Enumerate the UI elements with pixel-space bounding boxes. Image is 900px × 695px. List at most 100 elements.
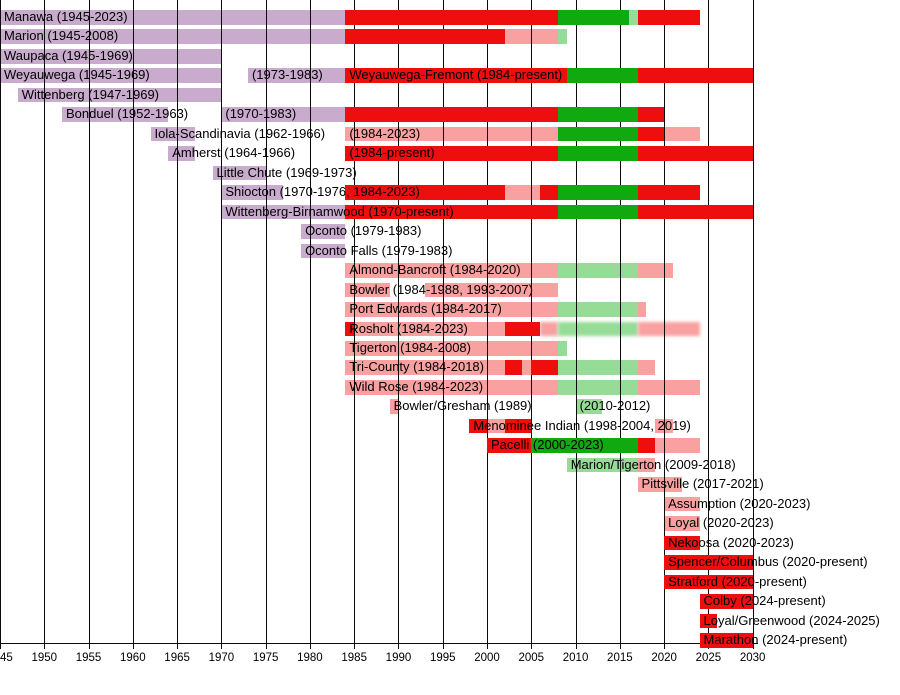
timeline-row-label: Waupaca (1945-1969)	[4, 47, 133, 63]
bar-segment-pink	[354, 321, 505, 337]
bar-segment-lightgreen	[557, 379, 638, 395]
bar-segment-green	[557, 126, 638, 142]
bar-segment-red	[531, 360, 558, 376]
bar-segment-pink	[664, 126, 700, 142]
bar-segment-pink	[389, 399, 399, 414]
bar-segment-green	[557, 10, 629, 25]
bar-segment-lightgreen	[557, 340, 567, 356]
grid-line	[664, 0, 666, 643]
timeline-row-label: Colby (2024-present)	[703, 593, 826, 609]
bar-segment-lightgreen	[575, 399, 603, 414]
tick-label: 2025	[695, 652, 722, 664]
x-axis-line	[0, 643, 758, 644]
bar-segment-lightgreen	[566, 457, 638, 473]
bar-segment-lightgreen	[628, 10, 638, 25]
bar-segment-pink	[664, 496, 700, 512]
bar-segment-purple	[221, 204, 346, 220]
bar-segment-pink	[664, 516, 700, 531]
grid-line	[531, 0, 533, 643]
bar-segment-purple	[221, 107, 346, 122]
timeline-row-label: Oconto Falls (1979-1983)	[305, 242, 453, 258]
timeline-row-label: Loyal/Greenwood (2024-2025)	[703, 612, 880, 628]
axis-tick	[177, 643, 179, 649]
bar-segment-red	[345, 146, 558, 161]
timeline-row-label: Assumption (2020-2023)	[668, 495, 811, 511]
bar-segment-red	[345, 29, 505, 45]
timeline-row-label: Amherst (1964-1966)	[172, 145, 296, 161]
tick-label: 1945	[0, 652, 13, 664]
bar-segment-purple	[17, 87, 222, 103]
bar-segment-pink	[637, 457, 656, 473]
timeline-row-label: Little Chute (1969-1973)	[216, 164, 357, 180]
timeline-row-label: Marathon (2024-present)	[703, 632, 848, 648]
bar-segment-purple	[0, 48, 222, 64]
axis-tick	[265, 643, 267, 649]
bar-segment-pink	[637, 379, 700, 395]
bar-segment-red	[504, 360, 523, 376]
timeline-row-label: Iola-Scandinavia (1962-1966)	[154, 125, 326, 141]
timeline-row-label: (1973-1983)	[251, 67, 323, 83]
bar-segment-red	[699, 613, 718, 629]
timeline-row-label: (1984-present)	[349, 145, 435, 161]
bar-segment-green	[557, 204, 638, 220]
bar-segment-purple	[301, 224, 346, 239]
timeline-row-label: Wittenberg-Birnamwood (1970-present)	[225, 203, 454, 219]
bar-segment-purple	[168, 146, 195, 161]
tick-label: 1955	[75, 652, 102, 664]
tick-label: 1985	[341, 652, 367, 664]
bar-segment-green	[566, 68, 638, 83]
axis-tick	[442, 643, 444, 649]
axis-tick	[132, 643, 134, 649]
bar-segment-lightgreen	[557, 302, 638, 317]
tick-label: 1970	[208, 652, 235, 664]
tick-label: 1990	[385, 652, 412, 664]
bar-segment-pink	[655, 438, 700, 453]
timeline-row-label: Tri-County (1984-2018)	[349, 359, 484, 375]
tick-label: 2020	[651, 652, 677, 664]
bar-segment-lightgreen	[557, 321, 638, 337]
bar-segment-red	[664, 574, 753, 590]
axis-tick	[88, 643, 90, 649]
tick-label: 2010	[562, 652, 589, 664]
bar-segment-red	[637, 126, 665, 142]
timeline-row-label: Marion/Tigerton (2009-2018)	[570, 456, 736, 472]
grid-line	[442, 0, 444, 643]
axis-tick	[221, 643, 223, 649]
bar-segment-red	[664, 535, 700, 551]
bar-segment-red	[637, 10, 700, 25]
timeline-row-label: Tigerton (1984-2008)	[349, 339, 471, 355]
timeline-row-label: Wittenberg (1947-1969)	[21, 86, 160, 102]
tick-label: 2030	[739, 652, 766, 664]
grid-line	[309, 0, 311, 643]
bar-segment-pink	[487, 418, 505, 434]
bar-segment-red	[345, 68, 567, 83]
timeline-row-label: Oconto (1979-1983)	[305, 223, 422, 239]
timeline-row-label: Bowler (1984-1988, 1993-2007)	[349, 281, 533, 297]
tick-label: 1995	[429, 652, 456, 664]
axis-tick	[664, 643, 666, 649]
bar-segment-pink	[637, 321, 700, 337]
bar-segment-red	[637, 107, 665, 122]
axis-tick	[44, 643, 46, 649]
timeline-row-label: Shiocton (1970-1976, 1984-2023)	[225, 184, 420, 200]
bar-segment-lightgreen	[557, 360, 638, 376]
tick-label: 1975	[252, 652, 279, 664]
tick-label: 1980	[297, 652, 323, 664]
timeline-row-label: Bowler/Gresham (1989)	[393, 398, 532, 414]
tick-label: 2015	[607, 652, 633, 664]
bar-segment-purple	[150, 126, 195, 142]
bar-segment-pink	[637, 360, 656, 376]
bar-segment-pink	[345, 282, 390, 298]
grid-line	[221, 0, 223, 643]
bar-segment-purple	[212, 165, 266, 181]
bar-segment-pink	[655, 418, 673, 434]
bar-segment-purple	[0, 10, 346, 25]
bar-segment-red	[504, 418, 532, 434]
bar-segment-purple	[301, 243, 346, 259]
grid-line	[44, 0, 46, 643]
bar-segment-green	[557, 146, 638, 161]
timeline-row-label: Marion (1945-2008)	[4, 28, 119, 44]
bar-segment-pink	[637, 302, 647, 317]
grid-line	[88, 0, 90, 643]
